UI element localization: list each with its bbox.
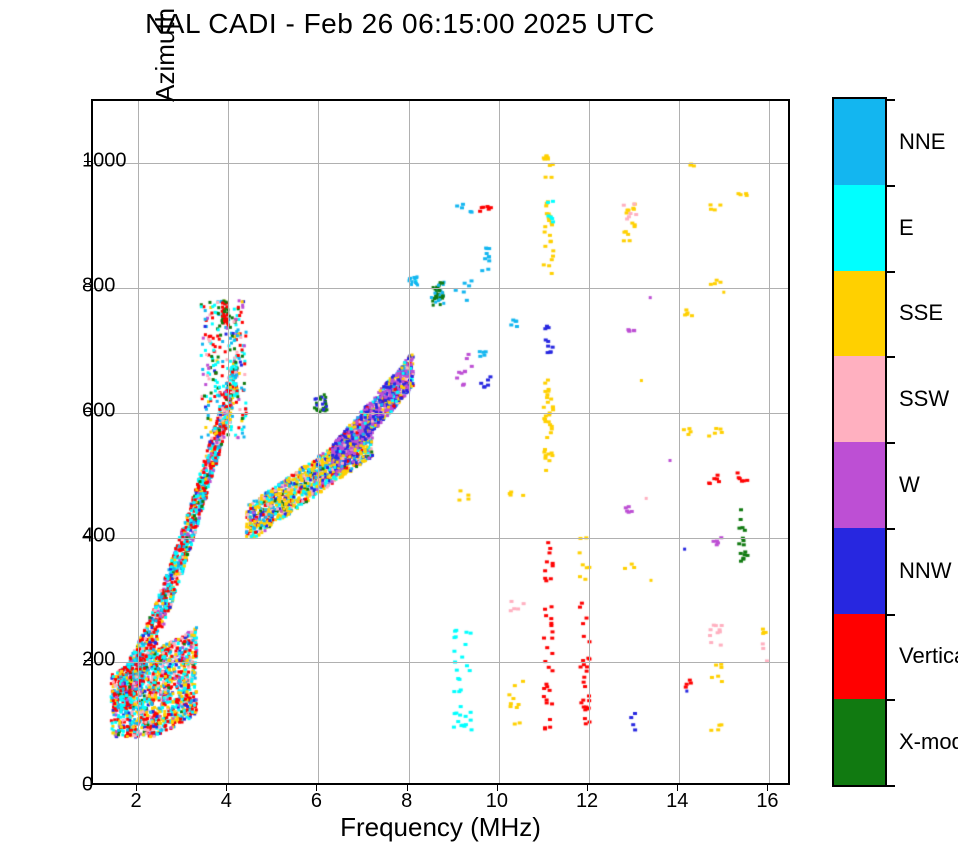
x-tick-mark xyxy=(767,783,768,791)
x-tick-mark xyxy=(316,783,317,791)
colorbar-segment-x-mode[interactable] xyxy=(832,699,887,785)
colorbar-segment-sse[interactable] xyxy=(832,271,887,357)
gridline-vertical xyxy=(679,101,680,783)
x-tick-mark xyxy=(226,783,227,791)
x-tick-label: 16 xyxy=(756,790,778,813)
colorbar-segment-vertical[interactable] xyxy=(832,614,887,700)
x-tick-label: 2 xyxy=(131,790,142,813)
y-tick-mark xyxy=(84,161,92,162)
colorbar-label-w: W xyxy=(899,472,920,498)
colorbar-label-ssw: SSW xyxy=(899,386,949,412)
gridline-vertical xyxy=(589,101,590,783)
colorbar-segment-nne[interactable] xyxy=(832,99,887,185)
colorbar-label-vertical: Vertical xyxy=(899,643,958,669)
scatter-plot-area[interactable] xyxy=(91,99,790,785)
colorbar-label-x-mode: X-mode xyxy=(899,729,958,755)
colorbar-label-sse: SSE xyxy=(899,300,943,326)
scatter-canvas xyxy=(93,101,790,785)
colorbar-label-nnw: NNW xyxy=(899,558,952,584)
gridline-vertical xyxy=(138,101,139,783)
colorbar-tick xyxy=(887,785,895,787)
gridline-horizontal xyxy=(93,538,788,539)
x-tick-label: 8 xyxy=(401,790,412,813)
colorbar-tick xyxy=(887,185,895,187)
x-tick-mark xyxy=(677,783,678,791)
colorbar-label-nne: NNE xyxy=(899,129,945,155)
gridline-horizontal xyxy=(93,288,788,289)
x-tick-label: 10 xyxy=(486,790,508,813)
y-tick-mark xyxy=(84,411,92,412)
x-tick-mark xyxy=(136,783,137,791)
x-tick-label: 4 xyxy=(221,790,232,813)
colorbar-tick xyxy=(887,99,895,101)
gridline-vertical xyxy=(769,101,770,783)
x-tick-label: 6 xyxy=(311,790,322,813)
colorbar-segment-w[interactable] xyxy=(832,442,887,528)
colorbar-label-e: E xyxy=(899,215,914,241)
y-tick-mark xyxy=(84,660,92,661)
colorbar-tick xyxy=(887,442,895,444)
colorbar-segment-e[interactable] xyxy=(832,185,887,271)
y-tick-mark xyxy=(84,286,92,287)
chart-page: NAL CADI - Feb 26 06:15:00 2025 UTC Freq… xyxy=(0,0,958,857)
x-tick-label: 14 xyxy=(666,790,688,813)
colorbar-segment-ssw[interactable] xyxy=(832,356,887,442)
colorbar-tick xyxy=(887,699,895,701)
colorbar[interactable]: NNEESSESSWWNNWVerticalX-mode xyxy=(832,99,887,785)
gridline-horizontal xyxy=(93,163,788,164)
y-tick-mark xyxy=(84,536,92,537)
colorbar-title: Azimuth Direction xyxy=(150,0,181,343)
gridline-vertical xyxy=(409,101,410,783)
gridline-vertical xyxy=(228,101,229,783)
gridline-horizontal xyxy=(93,413,788,414)
chart-title: NAL CADI - Feb 26 06:15:00 2025 UTC xyxy=(0,8,800,40)
colorbar-segment-nnw[interactable] xyxy=(832,528,887,614)
colorbar-tick xyxy=(887,356,895,358)
colorbar-tick xyxy=(887,614,895,616)
gridline-vertical xyxy=(499,101,500,783)
x-axis-label: Frequency (MHz) xyxy=(91,812,790,843)
colorbar-tick xyxy=(887,528,895,530)
x-tick-label: 12 xyxy=(576,790,598,813)
colorbar-tick xyxy=(887,271,895,273)
gridline-horizontal xyxy=(93,662,788,663)
x-tick-mark xyxy=(587,783,588,791)
x-tick-mark xyxy=(407,783,408,791)
y-tick-mark xyxy=(84,785,92,786)
gridline-vertical xyxy=(318,101,319,783)
x-tick-mark xyxy=(497,783,498,791)
